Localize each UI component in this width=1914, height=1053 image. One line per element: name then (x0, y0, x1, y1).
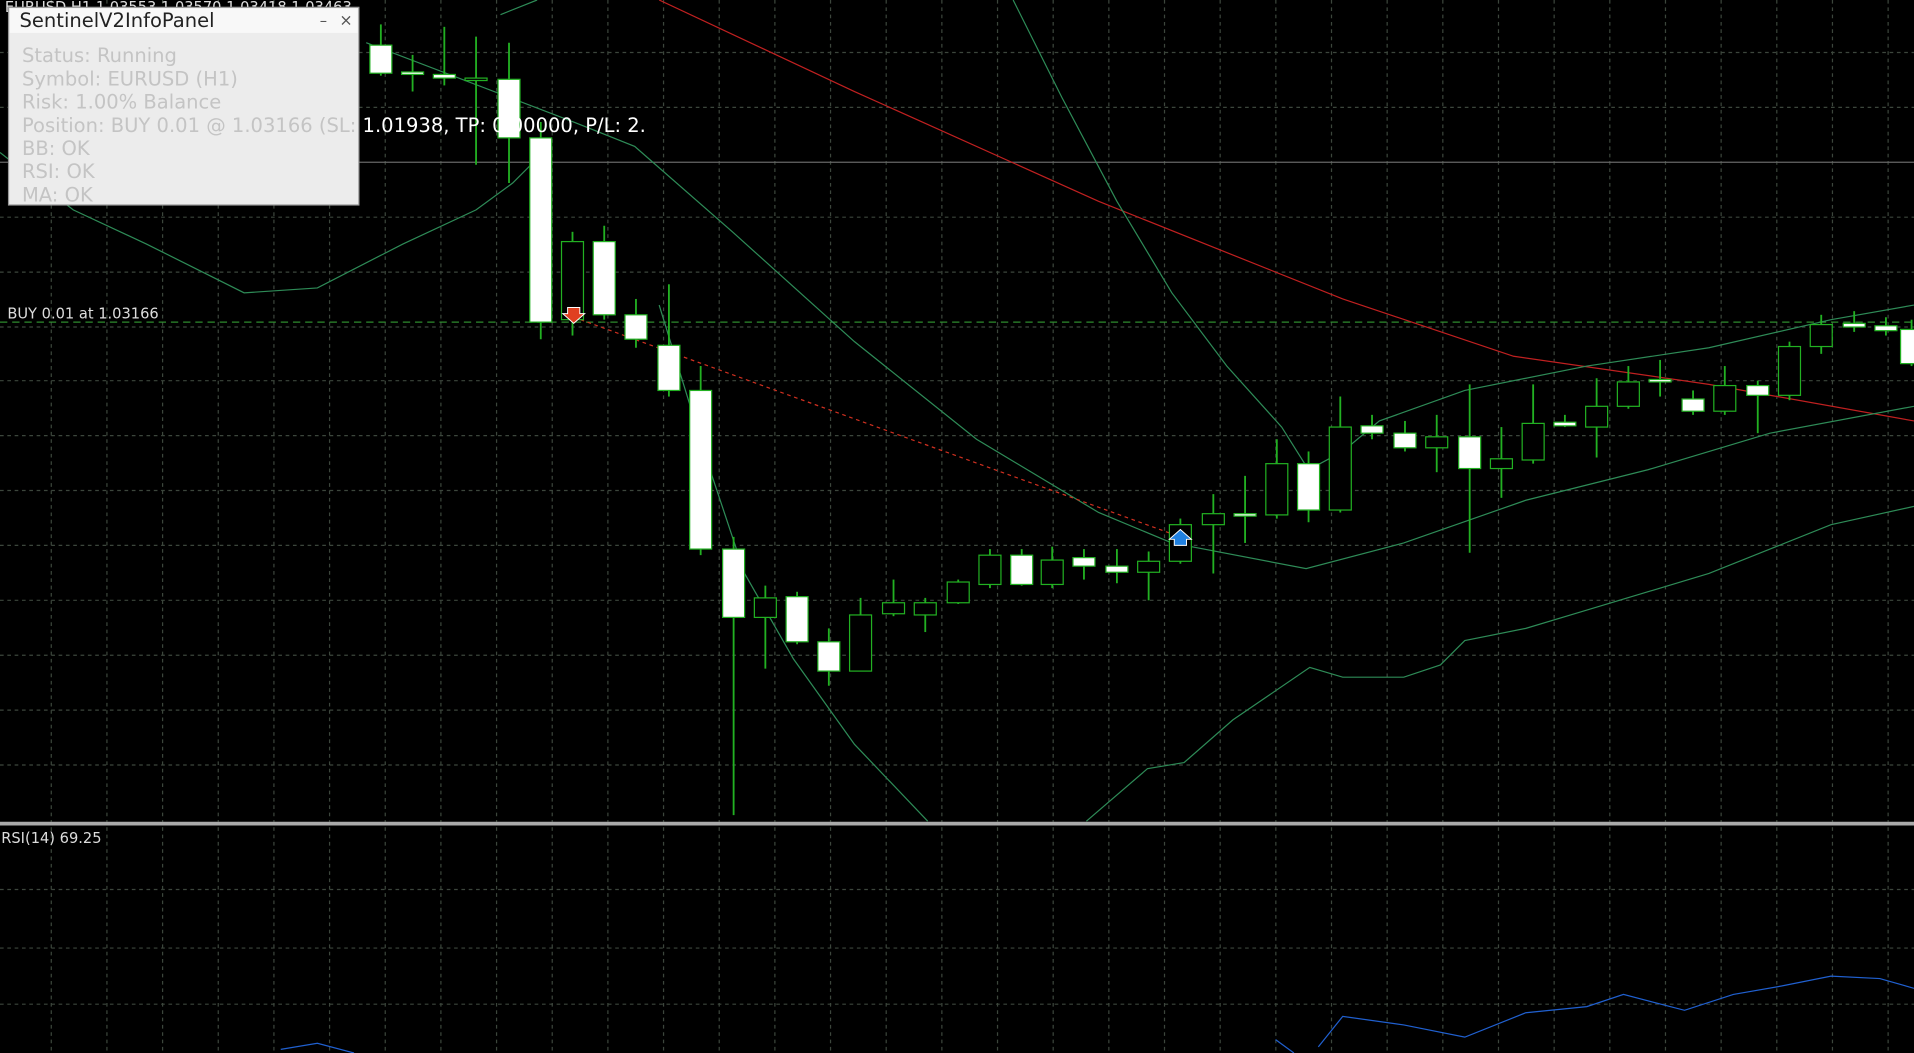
candle-body (1746, 384, 1770, 396)
candle-body (1489, 458, 1514, 470)
order-label: BUY 0.01 at 1.03166 (7, 305, 158, 322)
candle-body (1553, 421, 1577, 427)
candles (369, 24, 1914, 816)
candle-body (529, 137, 553, 323)
candle-body (624, 314, 648, 340)
candle-body (817, 641, 841, 672)
candle-body (1425, 436, 1449, 449)
sell-arrow (561, 306, 586, 324)
candle-body (1040, 559, 1064, 586)
bb-upper (500, 0, 538, 16)
candle-body (1010, 554, 1034, 586)
candle-body (1648, 378, 1672, 383)
candle-body (369, 44, 393, 74)
bb-lower (1085, 505, 1914, 822)
buy-arrow (1168, 528, 1193, 546)
candle-body (1201, 513, 1225, 526)
panel-line: Symbol: EURUSD (H1) (22, 67, 238, 90)
panel-line: BB: OK (22, 137, 91, 160)
candle-body (785, 596, 809, 643)
candle-body (464, 77, 488, 82)
candle-body (1360, 425, 1384, 434)
bb-upper (1012, 0, 1914, 471)
panel-line-overflow: Position: BUY 0.01 @ 1.03166 (SL: 1.0193… (22, 114, 646, 137)
candle-body (1899, 328, 1914, 365)
rsi-line (1275, 1039, 1295, 1053)
moving-average (658, 0, 1914, 422)
candle-body (1585, 405, 1609, 428)
candle-body (1616, 381, 1640, 407)
candle-body (1777, 345, 1802, 396)
candle-body (722, 548, 746, 619)
candle-body (1713, 384, 1737, 412)
candle-body (1328, 426, 1352, 511)
close-button[interactable]: × (339, 11, 352, 30)
panel-line: RSI: OK (22, 160, 96, 183)
bb-lower (0, 152, 538, 294)
candle-body (1105, 565, 1129, 573)
candle-body (1458, 436, 1482, 470)
candle-body (1137, 560, 1161, 573)
candle-body (946, 581, 970, 604)
candle-body (848, 614, 873, 672)
panel-line: MA: OK (22, 183, 94, 206)
candle-body (592, 240, 616, 316)
candle-body (432, 73, 456, 79)
candle-body (1072, 557, 1096, 567)
candle-body (1296, 463, 1321, 511)
minimize-button[interactable]: – (320, 13, 327, 30)
candle-body (753, 597, 777, 619)
info-panel: SentinelV2InfoPanel – × Status: RunningS… (7, 6, 646, 206)
candle-body (657, 344, 681, 392)
candle-body (1842, 322, 1866, 328)
candle-body (913, 602, 937, 616)
candle-body (1809, 323, 1833, 348)
panel-line: Status: Running (22, 44, 177, 67)
candle-body (1233, 513, 1257, 517)
candle-body (1393, 432, 1417, 449)
candle-body (1681, 398, 1705, 412)
rsi-line (280, 1042, 355, 1053)
candle-body (1521, 422, 1545, 461)
trade-line (573, 316, 1181, 538)
candle-body (497, 78, 521, 139)
candle-body (1874, 325, 1898, 332)
candle-body (689, 389, 713, 550)
rsi-line (1317, 975, 1914, 1048)
candle-body (1265, 463, 1289, 516)
panel-line: Risk: 1.00% Balance (22, 91, 221, 114)
candle-body (881, 602, 906, 615)
bb-middle (365, 42, 1914, 570)
rsi-label: RSI(14) 69.25 (1, 830, 101, 847)
panel-line: Position: BUY 0.01 @ 1.03166 (SL: 1.0193… (22, 114, 646, 137)
panel-titlebar (9, 8, 358, 33)
panel-title: SentinelV2InfoPanel (20, 9, 215, 32)
panel-body (7, 6, 360, 206)
candle-body (978, 554, 1002, 586)
candle-body (400, 71, 425, 76)
